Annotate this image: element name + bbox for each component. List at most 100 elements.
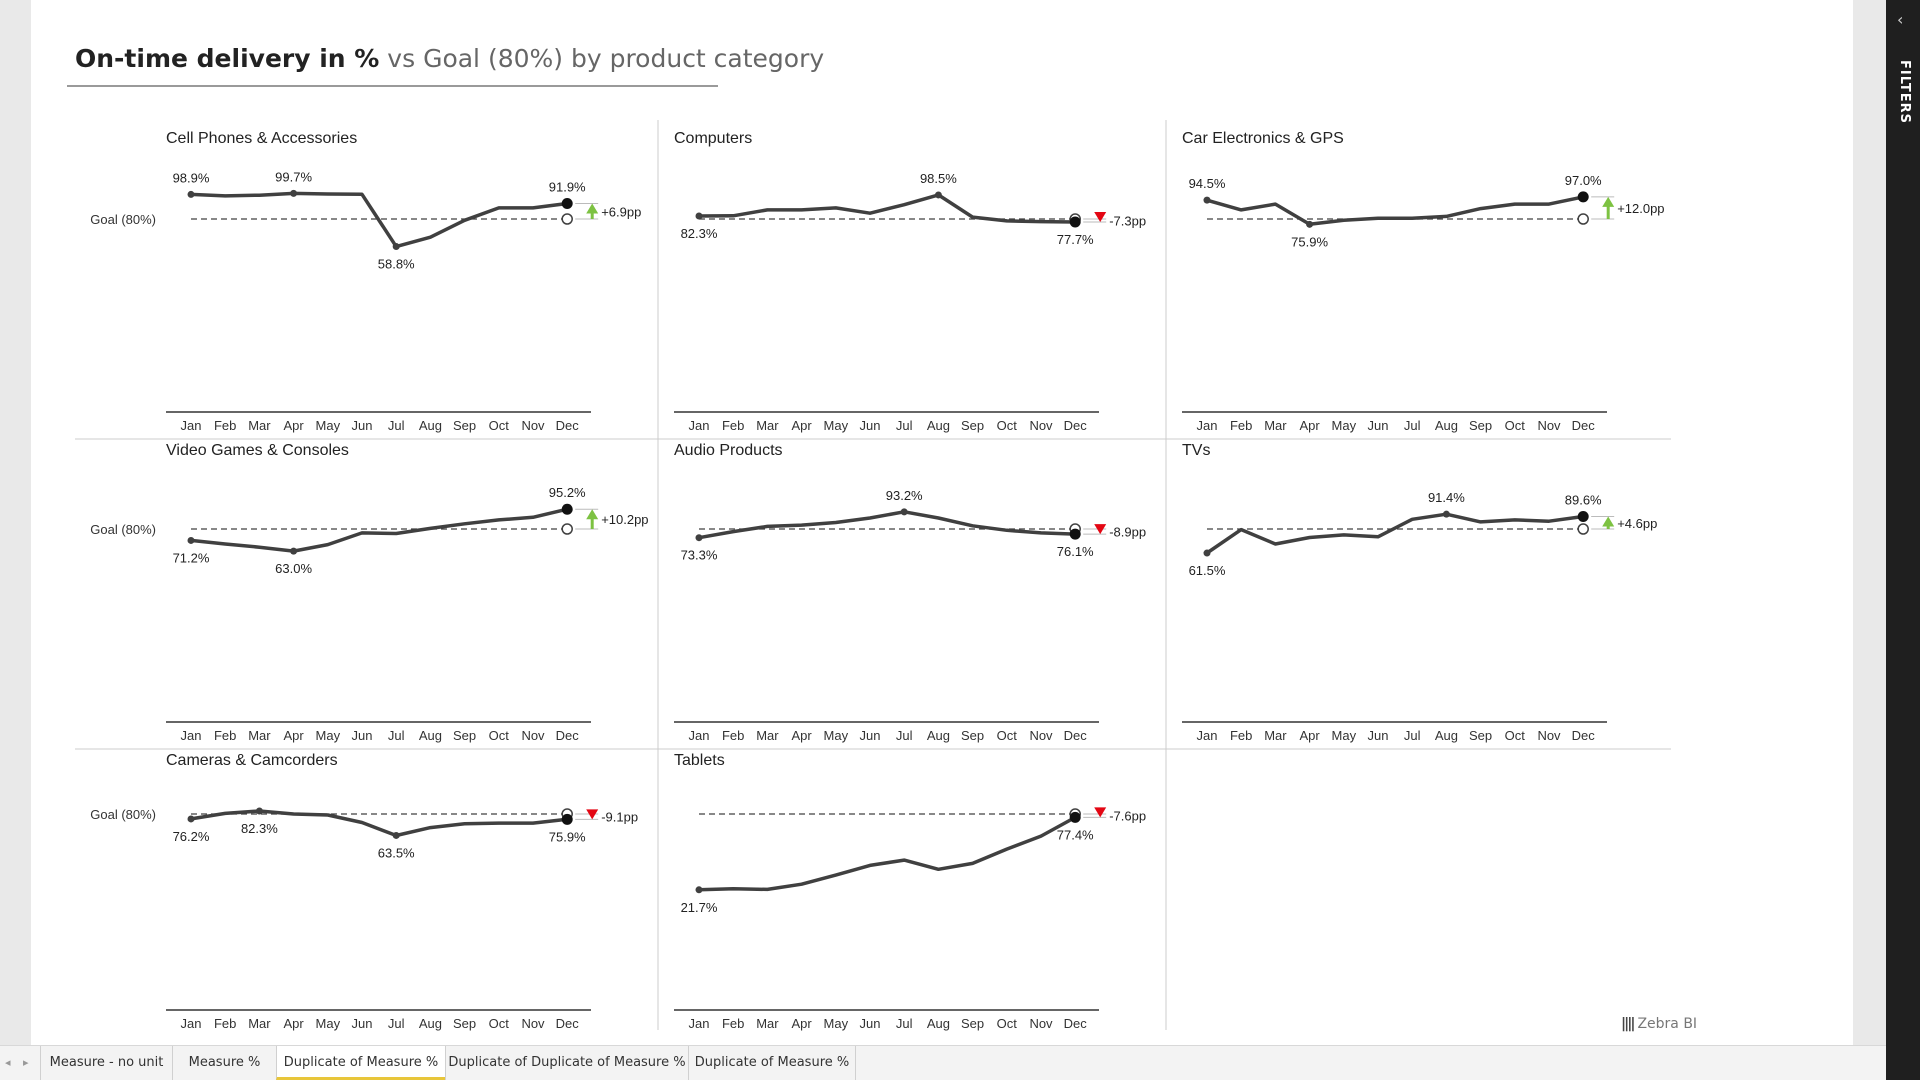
value-label: 99.7% (275, 169, 312, 184)
x-tick-label: Sep (453, 418, 476, 433)
value-label: 58.8% (378, 257, 415, 272)
chart-panel: Cell Phones & Accessories Goal (80%) +6.9p… (90, 130, 641, 433)
x-tick-label: Aug (419, 418, 442, 433)
x-tick-label: Mar (756, 728, 779, 743)
x-tick-label: Oct (997, 1016, 1018, 1031)
x-tick-label: Jul (388, 1016, 405, 1031)
goal-point (561, 213, 573, 225)
x-tick-label: Mar (248, 1016, 271, 1031)
chart-panel: TVs +4.6pp 61.5% 91.4% 89.6% Jan Feb Mar Apr May J… (1182, 442, 1657, 743)
variance-label: -8.9pp (1109, 525, 1146, 540)
x-tick-label: Apr (1299, 418, 1320, 433)
last-point (1577, 191, 1589, 203)
x-tick-label: Jun (352, 728, 373, 743)
x-tick-label: Jan (181, 418, 202, 433)
x-tick-label: Dec (556, 418, 580, 433)
x-tick-label: Jul (896, 418, 913, 433)
x-tick-label: Aug (1435, 728, 1458, 743)
goal-point (561, 523, 573, 535)
chevron-left-icon[interactable]: ‹ (1897, 10, 1904, 29)
value-label: 95.2% (549, 485, 586, 500)
value-label: 94.5% (1189, 176, 1226, 191)
x-tick-label: May (824, 728, 849, 743)
value-label: 75.9% (1291, 234, 1328, 249)
x-tick-label: Sep (1469, 418, 1492, 433)
tab-duplicate-of-measure-2[interactable]: Duplicate of Measure % (688, 1046, 856, 1080)
x-tick-label: Jul (896, 728, 913, 743)
x-tick-label: Jun (352, 1016, 373, 1031)
tab-duplicate-of-duplicate[interactable]: Duplicate of Duplicate of Measure % (445, 1046, 689, 1080)
filters-label-wrap: FILTERS (1892, 60, 1914, 130)
x-tick-label: Dec (556, 1016, 580, 1031)
x-tick-label: Sep (1469, 728, 1492, 743)
title-underline (67, 85, 718, 87)
value-label: 98.5% (920, 171, 957, 186)
x-tick-label: Sep (961, 418, 984, 433)
x-tick-label: Oct (1505, 418, 1526, 433)
x-tick-label: Nov (521, 728, 545, 743)
zebra-bi-brand: |||| Zebra BI (1621, 1016, 1697, 1032)
x-tick-label: Nov (1029, 728, 1053, 743)
tab-scroll-left-icon[interactable]: ◂ (5, 1056, 11, 1069)
value-label: 75.9% (549, 829, 586, 844)
series-line (190, 507, 568, 553)
x-tick-label: May (316, 1016, 341, 1031)
x-tick-label: Oct (997, 418, 1018, 433)
series-line (698, 815, 1077, 892)
goal-label: Goal (80%) (90, 212, 156, 227)
goal-point (1577, 523, 1589, 535)
report-title: On-time delivery in % vs Goal (80%) by p… (75, 44, 824, 73)
variance-label: +6.9pp (601, 204, 641, 219)
x-tick-label: Jan (689, 1016, 710, 1031)
x-tick-label: Jul (1404, 728, 1421, 743)
x-tick-label: Jan (1197, 728, 1218, 743)
value-label: 98.9% (173, 170, 210, 185)
report-canvas: On-time delivery in % vs Goal (80%) by p… (31, 0, 1853, 1045)
filters-pane[interactable]: ‹ FILTERS (1886, 0, 1920, 1080)
x-tick-label: May (316, 418, 341, 433)
x-tick-label: Oct (489, 418, 510, 433)
value-label: 82.3% (241, 821, 278, 836)
x-tick-label: Oct (489, 1016, 510, 1031)
value-label: 82.3% (681, 226, 718, 241)
x-tick-label: May (1332, 418, 1357, 433)
tab-scroll-right-icon[interactable]: ▸ (23, 1056, 29, 1069)
series-line (1206, 512, 1584, 555)
tab-measure-no-unit[interactable]: Measure - no unit (40, 1046, 173, 1080)
value-label: 91.9% (549, 180, 586, 195)
variance-arrow-head (1094, 807, 1107, 818)
x-tick-label: Apr (791, 1016, 812, 1031)
x-tick-label: Apr (791, 728, 812, 743)
goal-label: Goal (80%) (90, 522, 156, 537)
filters-label[interactable]: FILTERS (1897, 60, 1912, 124)
x-tick-label: Feb (722, 418, 744, 433)
panel-title: Audio Products (674, 442, 783, 459)
value-label: 77.7% (1057, 232, 1094, 247)
panel-title: Cell Phones & Accessories (166, 130, 357, 147)
tab-duplicate-of-measure[interactable]: Duplicate of Measure % (276, 1046, 446, 1080)
x-tick-label: Apr (283, 1016, 304, 1031)
panel-title: Tablets (674, 752, 725, 769)
value-label: 63.5% (378, 845, 415, 860)
zebra-bi-logo-icon: |||| (1621, 1016, 1636, 1032)
x-tick-label: Apr (1299, 728, 1320, 743)
last-point (1069, 216, 1081, 228)
x-tick-label: Sep (961, 728, 984, 743)
tab-measure-percent[interactable]: Measure % (172, 1046, 277, 1080)
x-tick-label: Nov (1029, 418, 1053, 433)
panel-title: Video Games & Consoles (166, 442, 349, 459)
value-label: 63.0% (275, 561, 312, 576)
x-tick-label: Apr (791, 418, 812, 433)
small-multiples-chart: Cell Phones & Accessories Goal (80%) +6.9p… (75, 120, 1671, 1031)
variance-label: +12.0pp (1617, 201, 1664, 216)
brand-label: Zebra BI (1637, 1016, 1698, 1032)
series-line (698, 193, 1076, 224)
title-rest: vs Goal (80%) by product category (379, 44, 825, 73)
value-label: 71.2% (173, 550, 210, 565)
x-tick-label: May (316, 728, 341, 743)
x-tick-label: May (824, 1016, 849, 1031)
x-tick-label: Jan (689, 418, 710, 433)
title-bold: On-time delivery in % (75, 44, 380, 73)
variance-label: -7.6pp (1109, 809, 1146, 824)
data-point (392, 831, 400, 839)
